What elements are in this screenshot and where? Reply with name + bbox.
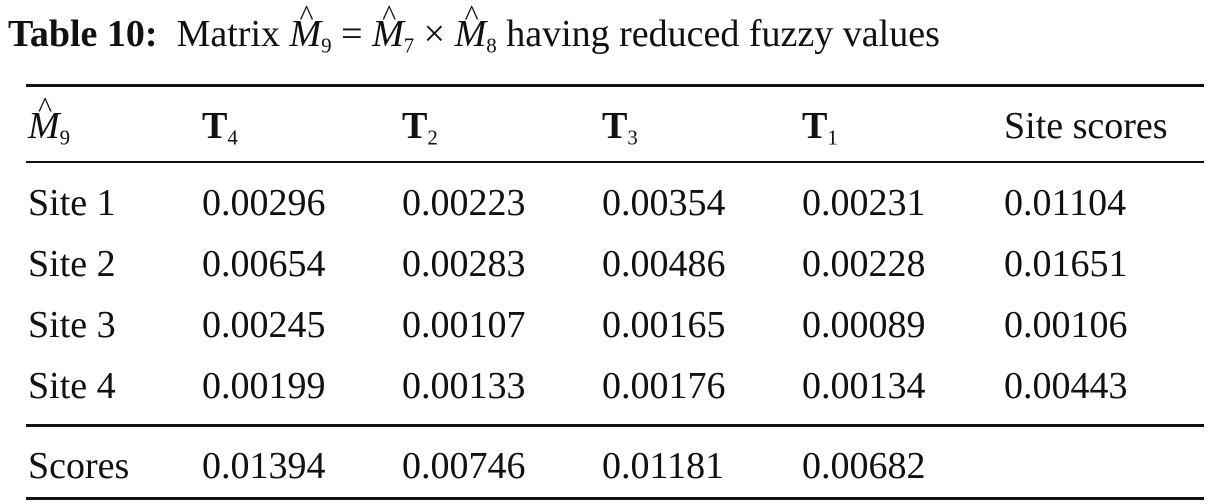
score-cell: 0.01394 xyxy=(202,445,326,487)
row-label-site-3: Site 3 xyxy=(28,304,116,346)
subscript: 1 xyxy=(827,125,838,150)
col-letter: T xyxy=(602,105,628,147)
subscript: 2 xyxy=(427,125,438,150)
table-cell: 0.00199 xyxy=(202,365,326,407)
matrix-letter: M xyxy=(28,105,60,147)
table-cell: 0.00283 xyxy=(402,243,526,285)
caption-label: Table 10: xyxy=(8,13,158,55)
subscript: 9 xyxy=(321,33,332,58)
caption-matrix-m8: ^ M8 xyxy=(454,0,497,69)
table-cell: 0.00223 xyxy=(402,182,526,224)
table-cell: 0.00107 xyxy=(402,304,526,346)
table-cell: 0.00654 xyxy=(202,243,326,285)
row-label-site-4: Site 4 xyxy=(28,365,116,407)
table-cell: 0.01651 xyxy=(1004,243,1128,285)
col-letter: T xyxy=(202,105,228,147)
score-cell: 0.01181 xyxy=(602,445,725,487)
header-col-t4: T4 xyxy=(202,104,238,159)
caption-tail: having reduced fuzzy values xyxy=(506,13,940,55)
matrix-letter: M xyxy=(372,13,404,55)
table-cell: 0.01104 xyxy=(1004,182,1127,224)
hat-accent: ^ xyxy=(382,0,397,32)
table-caption: Table 10: Matrix ^ M9 = ^ M7 × ^ M8 having … xyxy=(8,0,1213,69)
subscript: 4 xyxy=(227,125,238,150)
row-label-site-1: Site 1 xyxy=(28,182,116,224)
score-cell: 0.00682 xyxy=(802,445,926,487)
table-cell: 0.00228 xyxy=(802,243,926,285)
header-corner: ^ M9 xyxy=(28,91,71,159)
score-cell: 0.00746 xyxy=(402,445,526,487)
matrix-letter: M xyxy=(454,13,487,55)
table-cell: 0.00443 xyxy=(1004,365,1128,407)
table-cell: 0.00296 xyxy=(202,182,326,224)
table-cell: 0.00106 xyxy=(1004,304,1128,346)
subscript: 7 xyxy=(403,33,415,58)
caption-times: × xyxy=(423,13,446,55)
table-bottom-rule xyxy=(26,497,1204,500)
table-cell: 0.00176 xyxy=(602,365,726,407)
caption-equals: = xyxy=(341,13,363,55)
col-letter: T xyxy=(402,105,428,147)
header-matrix-m9: ^ M9 xyxy=(28,91,71,159)
table-cell: 0.00231 xyxy=(802,182,926,224)
row-label-scores: Scores xyxy=(28,445,130,487)
col-letter: T xyxy=(802,105,828,147)
hat-accent: ^ xyxy=(299,0,314,32)
row-label-site-2: Site 2 xyxy=(28,243,116,285)
subscript: 3 xyxy=(627,125,638,150)
matrix-letter: M xyxy=(289,13,322,55)
hat-accent: ^ xyxy=(38,91,53,124)
header-site-scores: Site scores xyxy=(1004,105,1168,147)
table-cell: 0.00133 xyxy=(402,365,526,407)
subscript: 9 xyxy=(59,125,71,150)
header-col-t3: T3 xyxy=(602,104,638,159)
table-cell: 0.00165 xyxy=(602,304,726,346)
table-cell: 0.00486 xyxy=(602,243,726,285)
caption-word-matrix: Matrix xyxy=(167,13,290,55)
caption-matrix-m9: ^ M9 xyxy=(289,0,332,69)
table-header-rule xyxy=(26,161,1204,163)
header-col-t1: T1 xyxy=(802,104,838,159)
caption-matrix-m7: ^ M7 xyxy=(372,0,415,69)
table-cell: 0.00245 xyxy=(202,304,326,346)
header-col-t2: T2 xyxy=(402,104,438,159)
hat-accent: ^ xyxy=(464,0,479,32)
table-cell: 0.00134 xyxy=(802,365,926,407)
table-cell: 0.00354 xyxy=(602,182,726,224)
table-mid-rule xyxy=(26,424,1204,427)
table-top-rule xyxy=(26,84,1204,87)
subscript: 8 xyxy=(486,33,497,58)
table-cell: 0.00089 xyxy=(802,304,926,346)
